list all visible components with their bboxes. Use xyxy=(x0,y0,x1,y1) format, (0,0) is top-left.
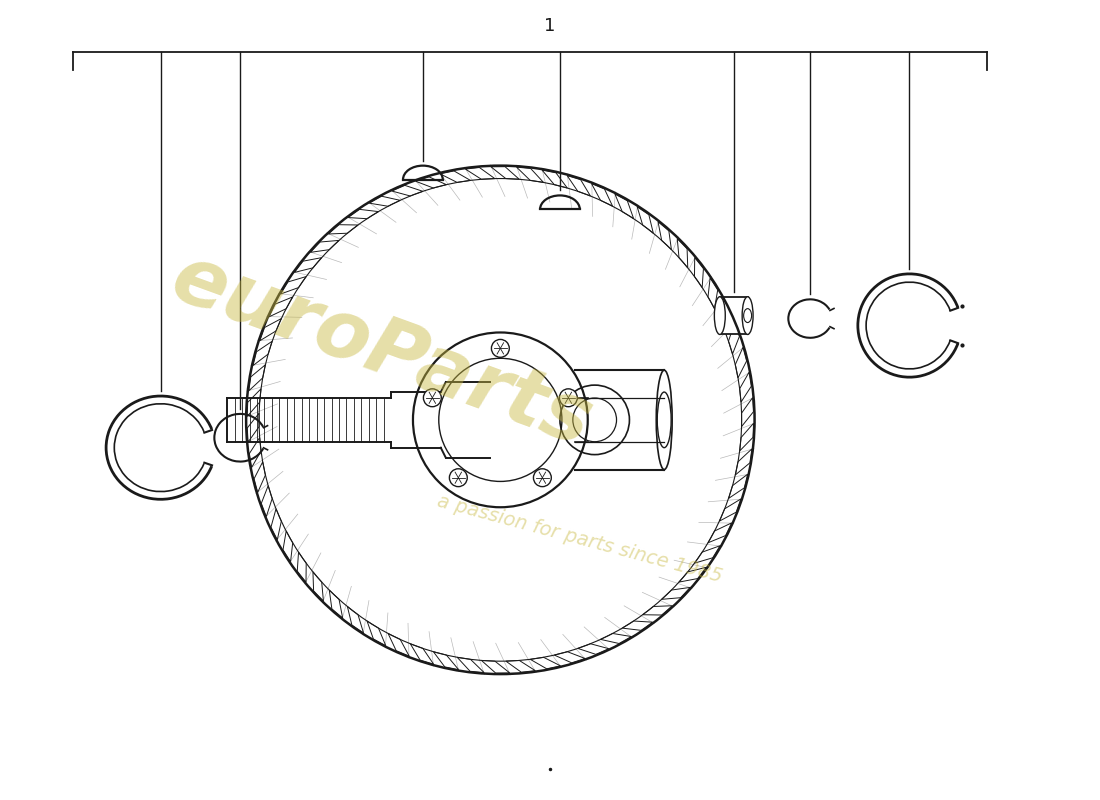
Polygon shape xyxy=(283,531,293,562)
Polygon shape xyxy=(295,258,321,273)
Circle shape xyxy=(424,389,441,406)
Text: euroParts: euroParts xyxy=(161,238,602,462)
Polygon shape xyxy=(517,167,543,182)
Polygon shape xyxy=(728,323,739,354)
Polygon shape xyxy=(719,300,729,331)
Polygon shape xyxy=(719,499,741,521)
Polygon shape xyxy=(735,449,752,475)
Circle shape xyxy=(412,333,587,507)
Ellipse shape xyxy=(742,297,754,334)
Polygon shape xyxy=(739,423,754,451)
Circle shape xyxy=(492,339,509,358)
Polygon shape xyxy=(348,606,363,633)
Polygon shape xyxy=(482,661,509,673)
Polygon shape xyxy=(662,587,690,599)
Polygon shape xyxy=(440,171,471,182)
Circle shape xyxy=(235,154,766,685)
Polygon shape xyxy=(410,644,433,664)
Polygon shape xyxy=(249,365,265,391)
Polygon shape xyxy=(329,590,343,618)
Polygon shape xyxy=(310,240,339,252)
Ellipse shape xyxy=(714,297,725,334)
Polygon shape xyxy=(260,318,282,341)
Bar xyxy=(719,297,748,334)
Polygon shape xyxy=(615,194,634,218)
Polygon shape xyxy=(248,413,260,442)
Polygon shape xyxy=(280,277,306,294)
Polygon shape xyxy=(694,258,703,287)
Bar xyxy=(575,370,664,470)
Polygon shape xyxy=(592,184,613,206)
Text: a passion for parts since 1985: a passion for parts since 1985 xyxy=(436,492,725,586)
Polygon shape xyxy=(433,652,459,670)
Circle shape xyxy=(534,469,551,486)
Polygon shape xyxy=(530,658,561,669)
Circle shape xyxy=(560,389,578,406)
Polygon shape xyxy=(253,342,272,366)
Polygon shape xyxy=(694,546,720,563)
Polygon shape xyxy=(458,658,484,673)
Polygon shape xyxy=(679,567,706,582)
Polygon shape xyxy=(262,486,272,517)
Polygon shape xyxy=(708,523,732,543)
Polygon shape xyxy=(392,186,422,196)
Polygon shape xyxy=(741,398,754,426)
Polygon shape xyxy=(578,644,608,654)
Polygon shape xyxy=(465,167,495,179)
Polygon shape xyxy=(542,170,568,188)
Polygon shape xyxy=(637,206,653,234)
Polygon shape xyxy=(491,166,519,179)
Polygon shape xyxy=(708,278,717,309)
Polygon shape xyxy=(254,462,265,493)
Polygon shape xyxy=(312,572,323,601)
Ellipse shape xyxy=(657,370,672,470)
Polygon shape xyxy=(506,661,536,672)
Polygon shape xyxy=(623,621,652,630)
Polygon shape xyxy=(329,225,358,234)
Polygon shape xyxy=(270,297,293,317)
Polygon shape xyxy=(370,196,400,206)
Polygon shape xyxy=(271,509,282,540)
Polygon shape xyxy=(388,634,409,656)
Text: 1: 1 xyxy=(544,17,556,34)
Polygon shape xyxy=(601,634,631,643)
Polygon shape xyxy=(728,474,748,498)
Polygon shape xyxy=(248,389,261,417)
Polygon shape xyxy=(658,222,671,250)
Polygon shape xyxy=(678,238,688,268)
Polygon shape xyxy=(568,175,591,196)
Circle shape xyxy=(450,469,468,486)
Polygon shape xyxy=(642,606,672,615)
Polygon shape xyxy=(297,552,306,582)
Polygon shape xyxy=(250,438,261,467)
Polygon shape xyxy=(367,621,386,646)
Polygon shape xyxy=(739,372,751,402)
Polygon shape xyxy=(348,210,378,218)
Polygon shape xyxy=(554,652,585,663)
Polygon shape xyxy=(735,347,747,378)
Polygon shape xyxy=(416,177,447,188)
